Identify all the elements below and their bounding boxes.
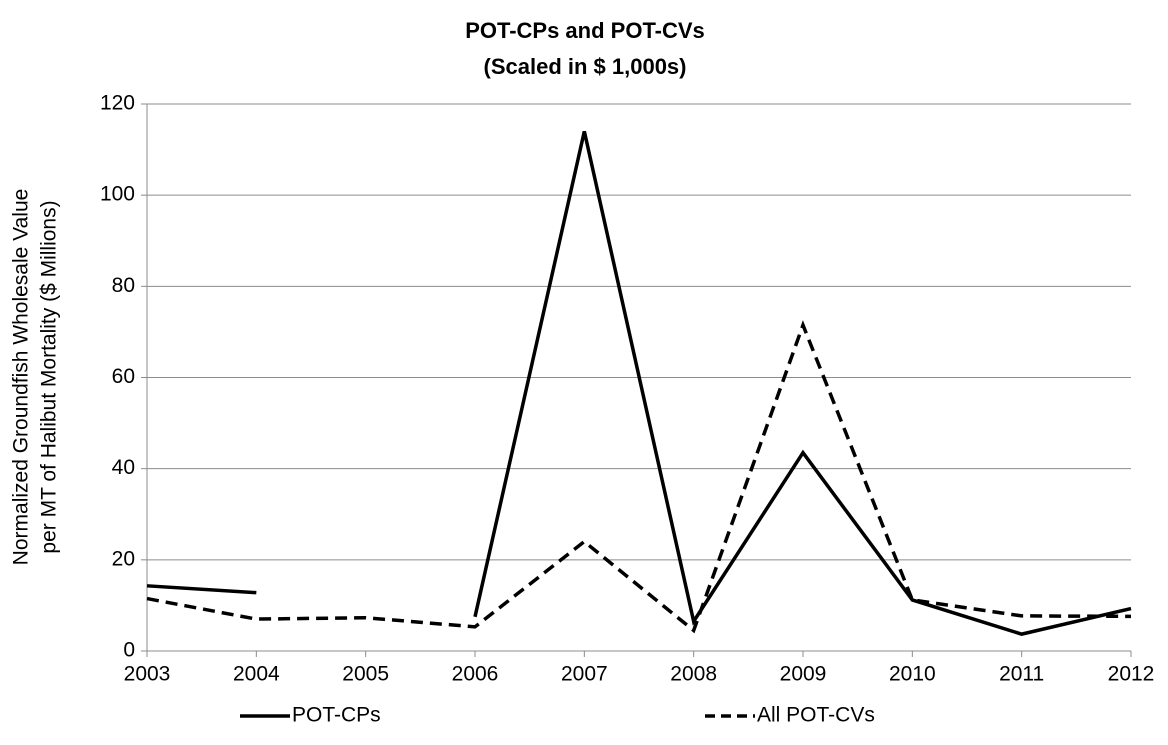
x-tick-label: 2007 [561, 663, 608, 686]
x-tick-label: 2012 [1108, 663, 1155, 686]
chart-title: POT-CPs and POT-CVs [465, 18, 705, 43]
series-line [146, 320, 1132, 634]
y-axis-label: per MT of Halibut Mortality ($ Millions) [38, 200, 61, 553]
x-tick-label: 2004 [233, 663, 280, 686]
x-tick-label: 2011 [999, 663, 1044, 686]
y-tick-label: 0 [123, 639, 135, 662]
legend-label: All POT-CVs [757, 704, 875, 727]
y-tick-label: 40 [112, 456, 135, 479]
y-tick-label: 60 [112, 365, 135, 388]
y-tick-label: 100 [100, 183, 135, 206]
y-tick-label: 20 [112, 547, 135, 570]
x-tick-label: 2010 [889, 663, 936, 686]
series-line [146, 130, 1132, 636]
x-tick-label: 2005 [342, 663, 389, 686]
x-tick-label: 2003 [124, 663, 171, 686]
y-tick-label: 80 [112, 274, 135, 297]
x-tick-label: 2009 [780, 663, 827, 686]
y-axis-label: Normalized Groundfish Wholesale Value [10, 189, 33, 566]
x-tick-label: 2008 [670, 663, 717, 686]
x-tick-label: 2006 [452, 663, 499, 686]
legend-label: POT-CPs [292, 704, 381, 727]
y-tick-label: 120 [100, 92, 135, 115]
chart-subtitle: (Scaled in $ 1,000s) [484, 54, 687, 79]
